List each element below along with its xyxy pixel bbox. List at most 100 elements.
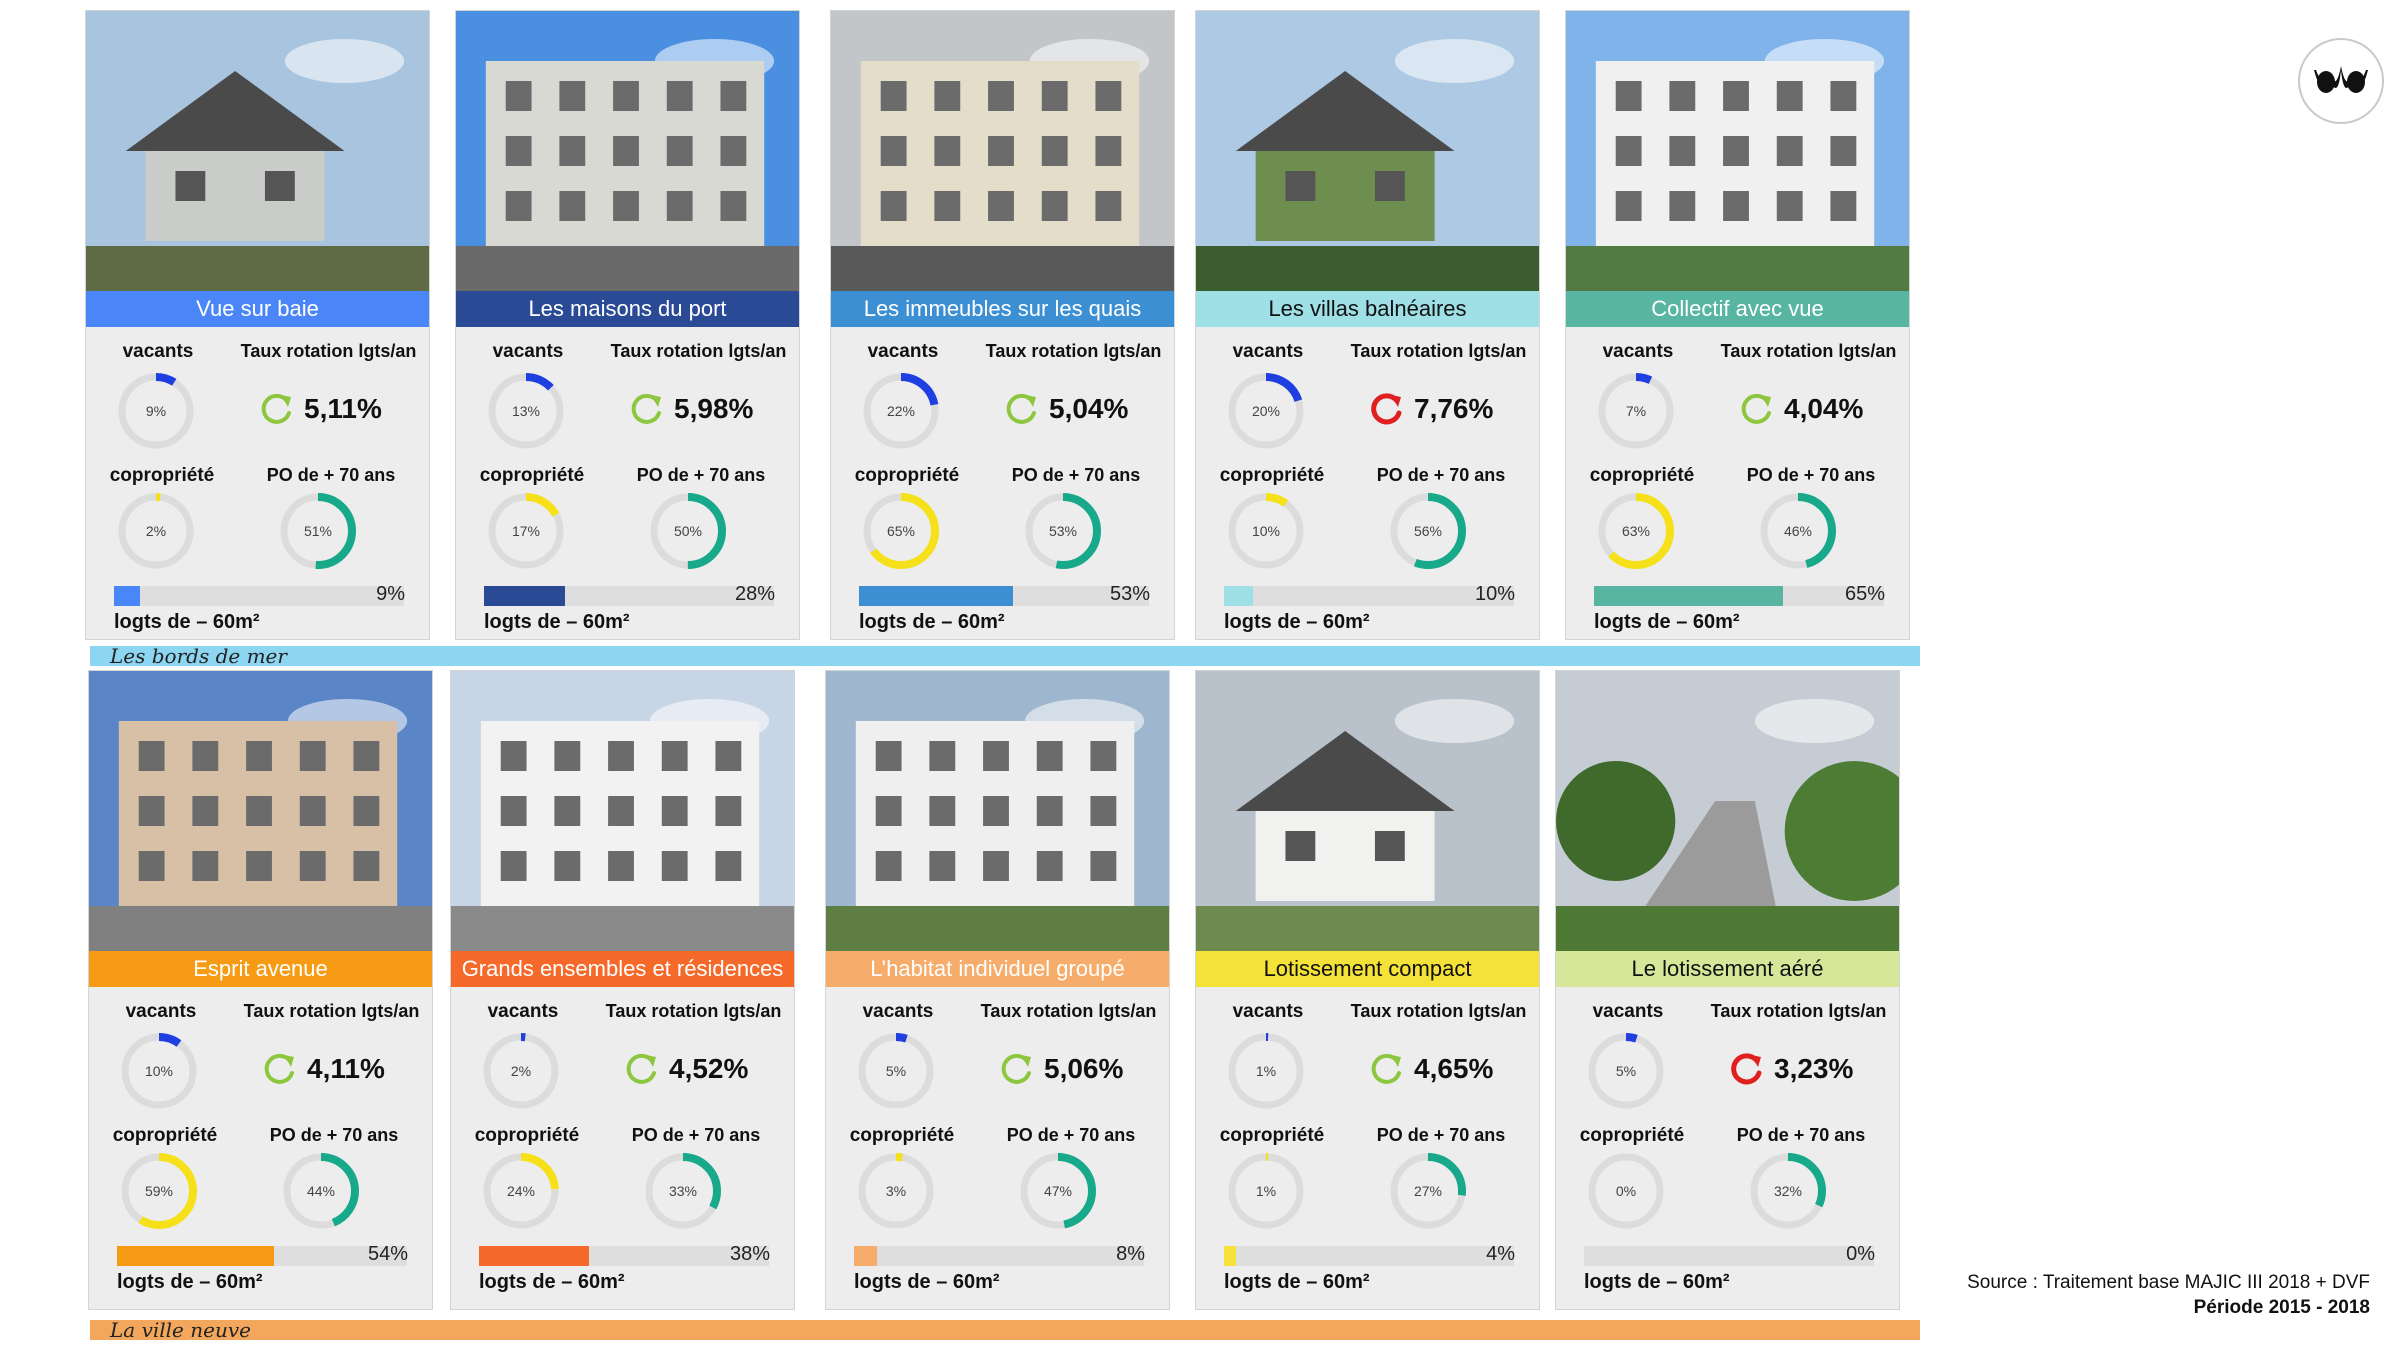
po-value: 32% bbox=[1773, 1183, 1803, 1199]
rotation-icon bbox=[996, 1049, 1036, 1089]
source-note: Source : Traitement base MAJIC III 2018 … bbox=[1967, 1270, 2370, 1320]
typology-card-immeubles-quais: Les immeubles sur les quais vacants Taux… bbox=[830, 10, 1175, 640]
copro-value: 24% bbox=[506, 1183, 536, 1199]
card-title: L’habitat individuel groupé bbox=[826, 951, 1169, 987]
copro-value: 10% bbox=[1251, 523, 1281, 539]
building-photo bbox=[1566, 11, 1909, 291]
copro-donut: 63% bbox=[1594, 489, 1678, 573]
vacants-label: vacants bbox=[492, 341, 564, 362]
building-photo bbox=[1196, 11, 1539, 291]
card-title: Grands ensembles et résidences bbox=[451, 951, 794, 987]
photo-illustration bbox=[86, 11, 429, 291]
copro-value: 1% bbox=[1255, 1183, 1277, 1199]
building-photo bbox=[89, 671, 432, 951]
small-units-bar-fill bbox=[1224, 586, 1253, 606]
small-units-label: logts de – 60m² bbox=[859, 611, 1005, 633]
rotation-value: 7,76% bbox=[1414, 393, 1494, 424]
group-strip-ville-neuve: La ville neuve bbox=[90, 1318, 1920, 1342]
small-units-label: logts de – 60m² bbox=[854, 1271, 1000, 1293]
rotation-value: 4,52% bbox=[669, 1053, 749, 1084]
copro-label: copropriété bbox=[479, 465, 585, 486]
small-units-bar-fill bbox=[1224, 1246, 1236, 1266]
building-photo bbox=[1196, 671, 1539, 951]
po-donut: 27% bbox=[1386, 1149, 1470, 1233]
small-units-bar bbox=[479, 1246, 769, 1266]
vacants-value: 13% bbox=[511, 403, 541, 419]
rotation-label: Taux rotation lgts/an bbox=[240, 341, 417, 361]
vacants-donut: 5% bbox=[854, 1029, 938, 1113]
small-units-bar bbox=[1224, 586, 1514, 606]
typology-card-maisons-du-port: Les maisons du port vacants Taux rotatio… bbox=[455, 10, 800, 640]
vacants-donut: 7% bbox=[1594, 369, 1678, 453]
rotation-value: 5,06% bbox=[1044, 1053, 1124, 1084]
rotation-alert-icon bbox=[1366, 389, 1406, 429]
source-text: Source : Traitement base MAJIC III 2018 … bbox=[1967, 1272, 2370, 1293]
photo-illustration bbox=[451, 671, 794, 951]
rotation-label: Taux rotation lgts/an bbox=[1710, 1001, 1887, 1021]
po-donut: 46% bbox=[1756, 489, 1840, 573]
vacants-donut: 22% bbox=[859, 369, 943, 453]
small-units-value: 65% bbox=[1844, 583, 1885, 605]
small-units-value: 28% bbox=[734, 583, 775, 605]
po-label: PO de + 70 ans bbox=[1006, 1125, 1136, 1145]
building-photo bbox=[826, 671, 1169, 951]
copro-value: 63% bbox=[1621, 523, 1651, 539]
rotation-icon bbox=[621, 1049, 661, 1089]
small-units-value: 10% bbox=[1474, 583, 1515, 605]
small-units-bar bbox=[484, 586, 774, 606]
po-label: PO de + 70 ans bbox=[266, 465, 396, 485]
small-units-bar bbox=[117, 1246, 407, 1266]
vacants-value: 5% bbox=[885, 1063, 907, 1079]
copro-label: copropriété bbox=[1579, 1125, 1685, 1146]
po-label: PO de + 70 ans bbox=[1376, 1125, 1506, 1145]
small-units-label: logts de – 60m² bbox=[1224, 611, 1370, 633]
po-label: PO de + 70 ans bbox=[636, 465, 766, 485]
small-units-label: logts de – 60m² bbox=[1224, 1271, 1370, 1293]
copro-donut: 1% bbox=[1224, 1149, 1308, 1233]
building-photo bbox=[1556, 671, 1899, 951]
po-label: PO de + 70 ans bbox=[1736, 1125, 1866, 1145]
copro-label: copropriété bbox=[474, 1125, 580, 1146]
rotation-label: Taux rotation lgts/an bbox=[243, 1001, 420, 1021]
card-title: Les maisons du port bbox=[456, 291, 799, 327]
small-units-bar bbox=[859, 586, 1149, 606]
small-units-bar bbox=[1584, 1246, 1874, 1266]
vacants-value: 10% bbox=[144, 1063, 174, 1079]
photo-illustration bbox=[1196, 671, 1539, 951]
vacants-label: vacants bbox=[122, 341, 194, 362]
po-donut: 50% bbox=[646, 489, 730, 573]
small-units-bar-fill bbox=[484, 586, 566, 606]
rotation-value: 4,11% bbox=[307, 1053, 385, 1084]
vacants-donut: 5% bbox=[1584, 1029, 1668, 1113]
small-units-bar-fill bbox=[479, 1246, 590, 1266]
rotation-label: Taux rotation lgts/an bbox=[1350, 1001, 1527, 1021]
po-label: PO de + 70 ans bbox=[1376, 465, 1506, 485]
rotation-icon bbox=[626, 389, 666, 429]
small-units-label: logts de – 60m² bbox=[114, 611, 260, 633]
small-units-value: 38% bbox=[729, 1243, 770, 1265]
po-value: 47% bbox=[1043, 1183, 1073, 1199]
copro-value: 65% bbox=[886, 523, 916, 539]
po-label: PO de + 70 ans bbox=[1746, 465, 1876, 485]
photo-illustration bbox=[826, 671, 1169, 951]
typology-card-lotissement-compact: Lotissement compact vacants Taux rotatio… bbox=[1195, 670, 1540, 1310]
small-units-label: logts de – 60m² bbox=[484, 611, 630, 633]
small-units-bar-fill bbox=[114, 586, 141, 606]
po-value: 56% bbox=[1413, 523, 1443, 539]
small-units-value: 9% bbox=[376, 583, 405, 605]
small-units-bar bbox=[854, 1246, 1144, 1266]
rotation-icon bbox=[1736, 389, 1776, 429]
photo-illustration bbox=[89, 671, 432, 951]
building-photo bbox=[456, 11, 799, 291]
small-units-bar-fill bbox=[117, 1246, 274, 1266]
vacants-value: 20% bbox=[1251, 403, 1281, 419]
vacants-value: 5% bbox=[1615, 1063, 1637, 1079]
copro-donut: 3% bbox=[854, 1149, 938, 1233]
po-label: PO de + 70 ans bbox=[631, 1125, 761, 1145]
small-units-value: 54% bbox=[367, 1243, 408, 1265]
copro-value: 3% bbox=[885, 1183, 907, 1199]
po-donut: 56% bbox=[1386, 489, 1470, 573]
small-units-bar-fill bbox=[859, 586, 1013, 606]
vacants-value: 1% bbox=[1255, 1063, 1277, 1079]
vacants-label: vacants bbox=[862, 1001, 934, 1022]
